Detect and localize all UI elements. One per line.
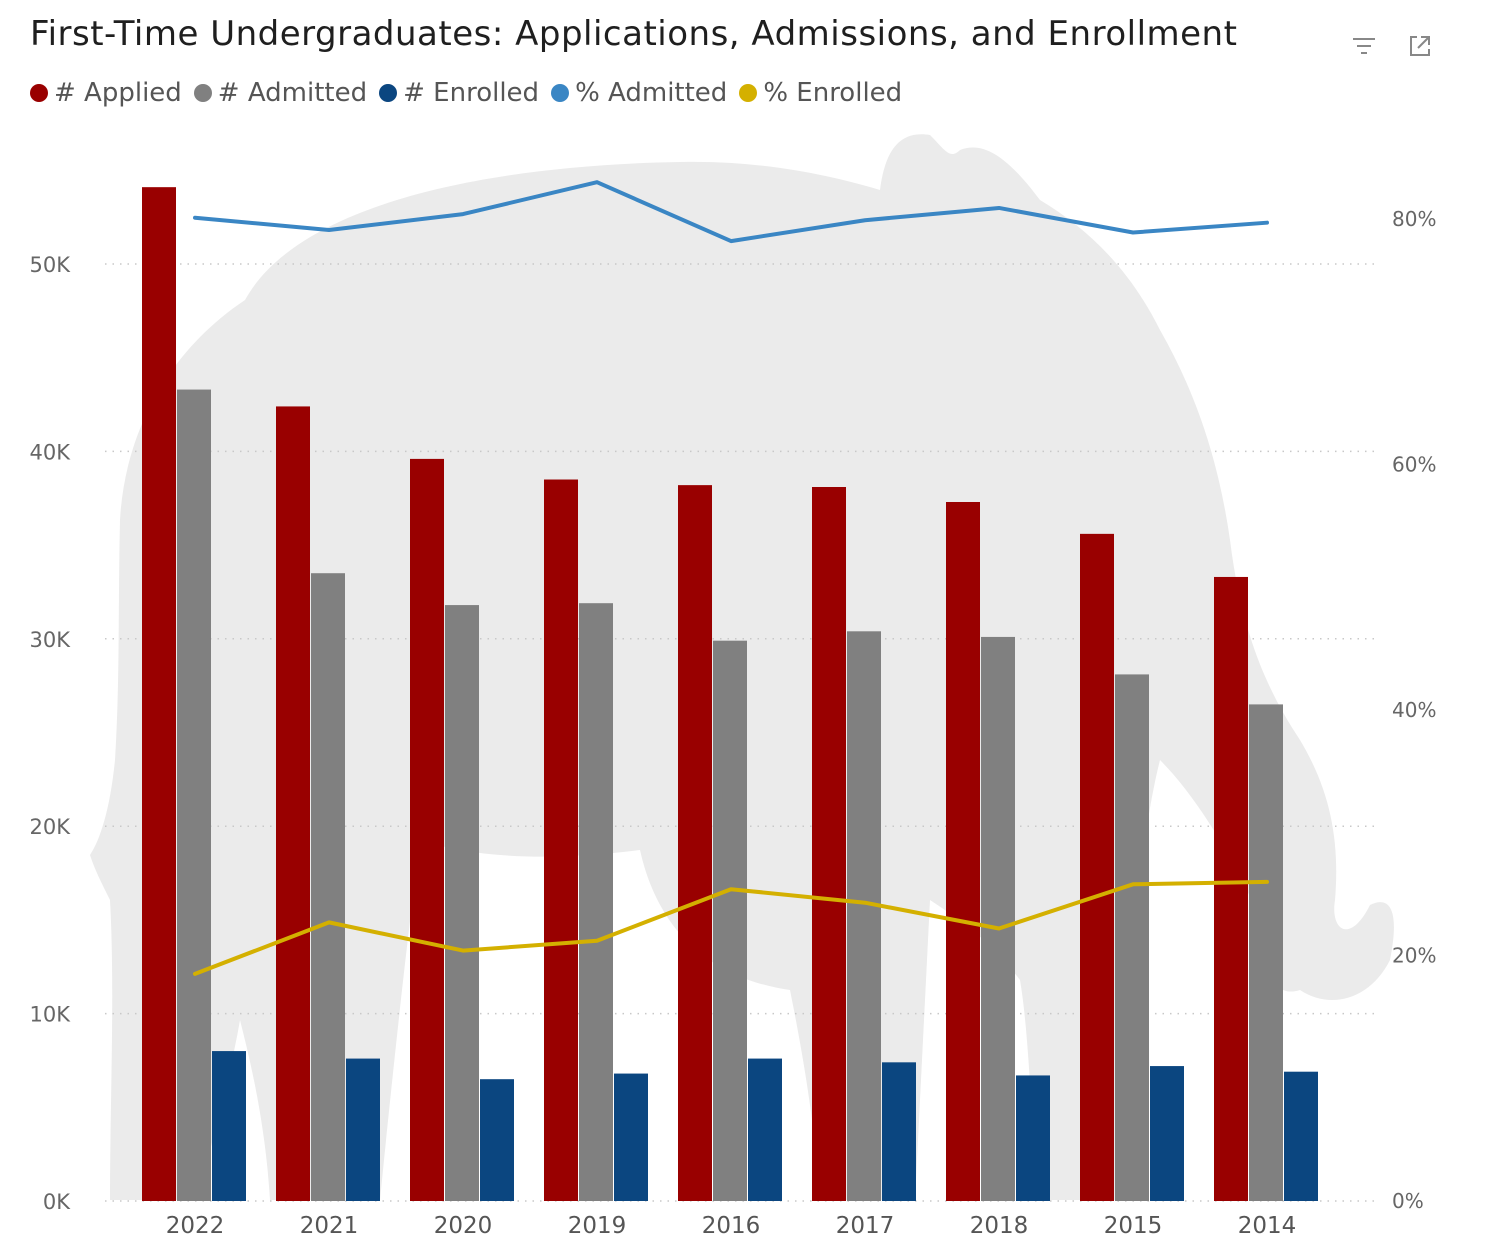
filter-icon[interactable] bbox=[1350, 32, 1378, 60]
bar-admitted bbox=[981, 636, 1015, 1201]
bar-admitted bbox=[579, 603, 613, 1201]
legend-label-pct-admitted: % Admitted bbox=[575, 78, 728, 108]
legend-item-applied[interactable]: # Applied bbox=[30, 78, 182, 108]
legend-marker-admitted bbox=[193, 84, 212, 102]
bar-applied bbox=[276, 406, 310, 1201]
line-series bbox=[193, 180, 1269, 976]
right-axis-tick-label: 0% bbox=[1392, 1189, 1424, 1213]
bar-enrolled bbox=[346, 1058, 380, 1201]
bar-enrolled bbox=[1150, 1066, 1184, 1201]
x-axis-tick-label: 2016 bbox=[702, 1213, 761, 1239]
line-pct-enrolled bbox=[193, 879, 1269, 976]
left-axis-tick-label: 50K bbox=[30, 253, 72, 277]
bar-applied bbox=[946, 501, 980, 1201]
left-axis-tick-label: 30K bbox=[30, 628, 72, 652]
bar-applied bbox=[1214, 576, 1248, 1201]
bar-enrolled bbox=[1284, 1071, 1318, 1201]
bar-applied bbox=[142, 187, 176, 1201]
bar-series bbox=[142, 187, 1318, 1202]
legend-label-admitted: # Admitted bbox=[217, 78, 368, 108]
x-axis: 2022 2021 2020 2019 2016 2017 2018 2015 2014 bbox=[166, 1213, 1297, 1239]
bar-admitted bbox=[311, 573, 345, 1201]
bar-admitted bbox=[1249, 704, 1283, 1201]
right-axis-tick-label: 40% bbox=[1392, 698, 1436, 722]
bar-enrolled bbox=[212, 1051, 246, 1201]
left-axis-tick-label: 10K bbox=[30, 1003, 72, 1027]
legend-marker-pct-admitted bbox=[551, 84, 570, 102]
chart-legend: # Applied # Admitted # Enrolled % Admitt… bbox=[30, 78, 914, 108]
bar-applied bbox=[544, 479, 578, 1201]
legend-item-pct-enrolled[interactable]: % Enrolled bbox=[739, 78, 902, 108]
legend-marker-pct-enrolled bbox=[739, 84, 758, 102]
left-axis-tick-label: 0K bbox=[43, 1190, 71, 1214]
bar-admitted bbox=[177, 389, 211, 1202]
bar-applied bbox=[812, 487, 846, 1202]
x-axis-tick-label: 2020 bbox=[434, 1213, 493, 1239]
legend-item-pct-admitted[interactable]: % Admitted bbox=[551, 78, 727, 108]
bar-applied bbox=[678, 485, 712, 1202]
bar-admitted bbox=[1115, 674, 1149, 1201]
x-axis-tick-label: 2014 bbox=[1238, 1213, 1297, 1239]
bar-admitted bbox=[847, 631, 881, 1201]
right-axis-tick-label: 20% bbox=[1392, 944, 1436, 968]
legend-marker-enrolled bbox=[379, 84, 398, 102]
bar-enrolled bbox=[748, 1058, 782, 1201]
legend-item-enrolled[interactable]: # Enrolled bbox=[379, 78, 539, 108]
right-axis: 0% 20% 40% 60% 80% bbox=[1392, 207, 1436, 1213]
bar-enrolled bbox=[480, 1079, 514, 1201]
right-axis-tick-label: 60% bbox=[1392, 453, 1436, 477]
right-axis-tick-label: 80% bbox=[1392, 207, 1436, 231]
legend-marker-applied bbox=[30, 84, 48, 102]
line-pct-admitted bbox=[193, 180, 1269, 244]
legend-label-pct-enrolled: % Enrolled bbox=[763, 78, 903, 108]
x-axis-tick-label: 2018 bbox=[970, 1213, 1029, 1239]
legend-label-enrolled: # Enrolled bbox=[403, 78, 540, 108]
legend-item-admitted[interactable]: # Admitted bbox=[193, 78, 368, 108]
bar-enrolled bbox=[614, 1073, 648, 1201]
x-axis-tick-label: 2015 bbox=[1104, 1213, 1163, 1239]
x-axis-tick-label: 2021 bbox=[300, 1213, 359, 1239]
x-axis-tick-label: 2022 bbox=[166, 1213, 225, 1239]
bar-applied bbox=[1080, 533, 1114, 1201]
x-axis-tick-label: 2019 bbox=[568, 1213, 627, 1239]
focus-mode-icon[interactable] bbox=[1406, 32, 1434, 60]
bar-admitted bbox=[445, 605, 479, 1201]
left-axis-tick-label: 20K bbox=[30, 815, 72, 839]
chart-title: First-Time Undergraduates: Applications,… bbox=[30, 14, 1238, 54]
legend-label-applied: # Applied bbox=[54, 78, 182, 108]
bar-enrolled bbox=[882, 1062, 916, 1201]
bar-admitted bbox=[713, 640, 747, 1201]
left-axis-tick-label: 40K bbox=[30, 440, 72, 464]
left-axis: 0K 10K 20K 30K 40K 50K bbox=[30, 253, 72, 1214]
bar-enrolled bbox=[1016, 1075, 1050, 1201]
bar-applied bbox=[410, 458, 444, 1201]
x-axis-tick-label: 2017 bbox=[836, 1213, 895, 1239]
